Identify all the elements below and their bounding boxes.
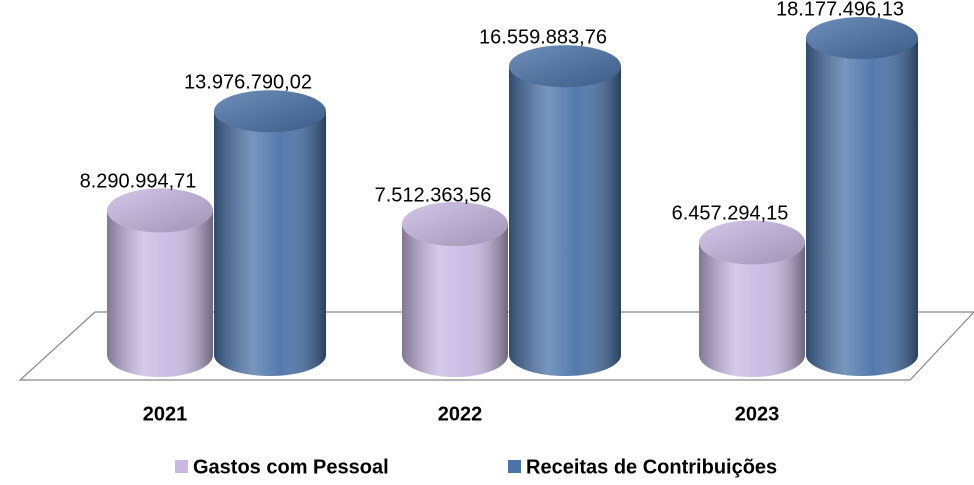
- legend-swatch: [508, 460, 521, 473]
- value-label: 6.457.294,15: [672, 203, 789, 225]
- value-label: 8.290.994,71: [80, 171, 197, 193]
- bar-shade: [806, 38, 918, 355]
- cylinder-top-shade: [699, 220, 805, 265]
- cylinder-top-shade: [806, 17, 918, 59]
- value-label: 13.976.790,02: [184, 72, 312, 94]
- cylinder-top-shade: [509, 45, 621, 88]
- cylinder-top-shade: [402, 201, 508, 246]
- x-tick-label: 2023: [735, 403, 780, 425]
- x-tick-label: 2021: [143, 403, 188, 425]
- value-label: 18.177.496,13: [776, 0, 904, 20]
- cylinder-top-shade: [107, 188, 213, 233]
- legend-swatch: [175, 460, 188, 473]
- bar-shade: [509, 66, 621, 355]
- legend-label: Gastos com Pessoal: [193, 456, 389, 478]
- x-tick-label: 2022: [438, 403, 483, 425]
- value-label: 7.512.363,56: [375, 184, 492, 206]
- value-label: 16.559.883,76: [479, 26, 607, 48]
- bar-shade: [214, 111, 326, 356]
- bar-shade: [107, 210, 213, 355]
- legend-label: Receitas de Contribuições: [526, 456, 777, 478]
- cylinder-top-shade: [214, 90, 326, 133]
